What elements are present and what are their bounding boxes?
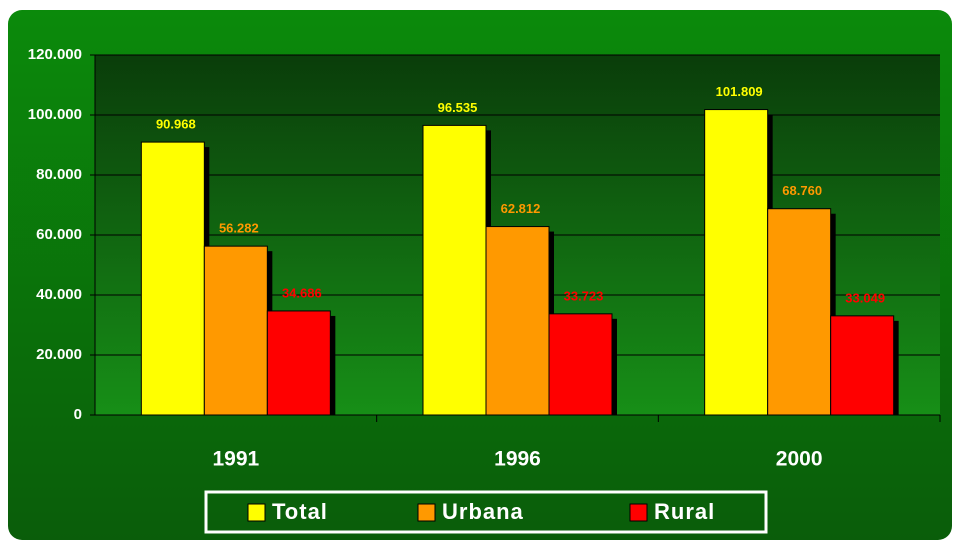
y-tick-label: 100.000 (28, 106, 82, 123)
y-tick-label: 60.000 (36, 226, 82, 243)
x-tick-label: 1991 (212, 448, 259, 471)
value-label: 33.723 (564, 288, 604, 303)
value-label: 96.535 (438, 100, 478, 115)
bar (548, 313, 613, 416)
value-label: 62.812 (501, 201, 541, 216)
y-tick-label: 0 (74, 406, 82, 423)
legend-swatch (629, 503, 648, 522)
legend-swatch (247, 503, 266, 522)
bar (830, 315, 895, 416)
y-tick-label: 40.000 (36, 286, 82, 303)
bar (485, 226, 550, 416)
bar (266, 310, 331, 416)
y-tick-label: 20.000 (36, 346, 82, 363)
value-label: 56.282 (219, 221, 259, 236)
value-label: 68.760 (782, 183, 822, 198)
bar (203, 245, 268, 416)
value-label: 33.049 (845, 290, 885, 305)
legend-swatch (417, 503, 436, 522)
bar (422, 124, 487, 416)
y-tick-label: 80.000 (36, 166, 82, 183)
value-label: 101.809 (716, 84, 763, 99)
value-label: 34.686 (282, 285, 322, 300)
legend-box (204, 490, 768, 534)
value-label: 90.968 (156, 117, 196, 132)
bar (140, 141, 205, 416)
x-tick-label: 1996 (494, 448, 541, 471)
bar (704, 109, 769, 416)
legend-label: Rural (654, 499, 715, 524)
y-tick-label: 120.000 (28, 46, 82, 63)
x-tick-label: 2000 (776, 448, 823, 471)
bar (767, 208, 832, 416)
legend-label: Urbana (442, 499, 524, 524)
legend-label: Total (272, 499, 328, 524)
